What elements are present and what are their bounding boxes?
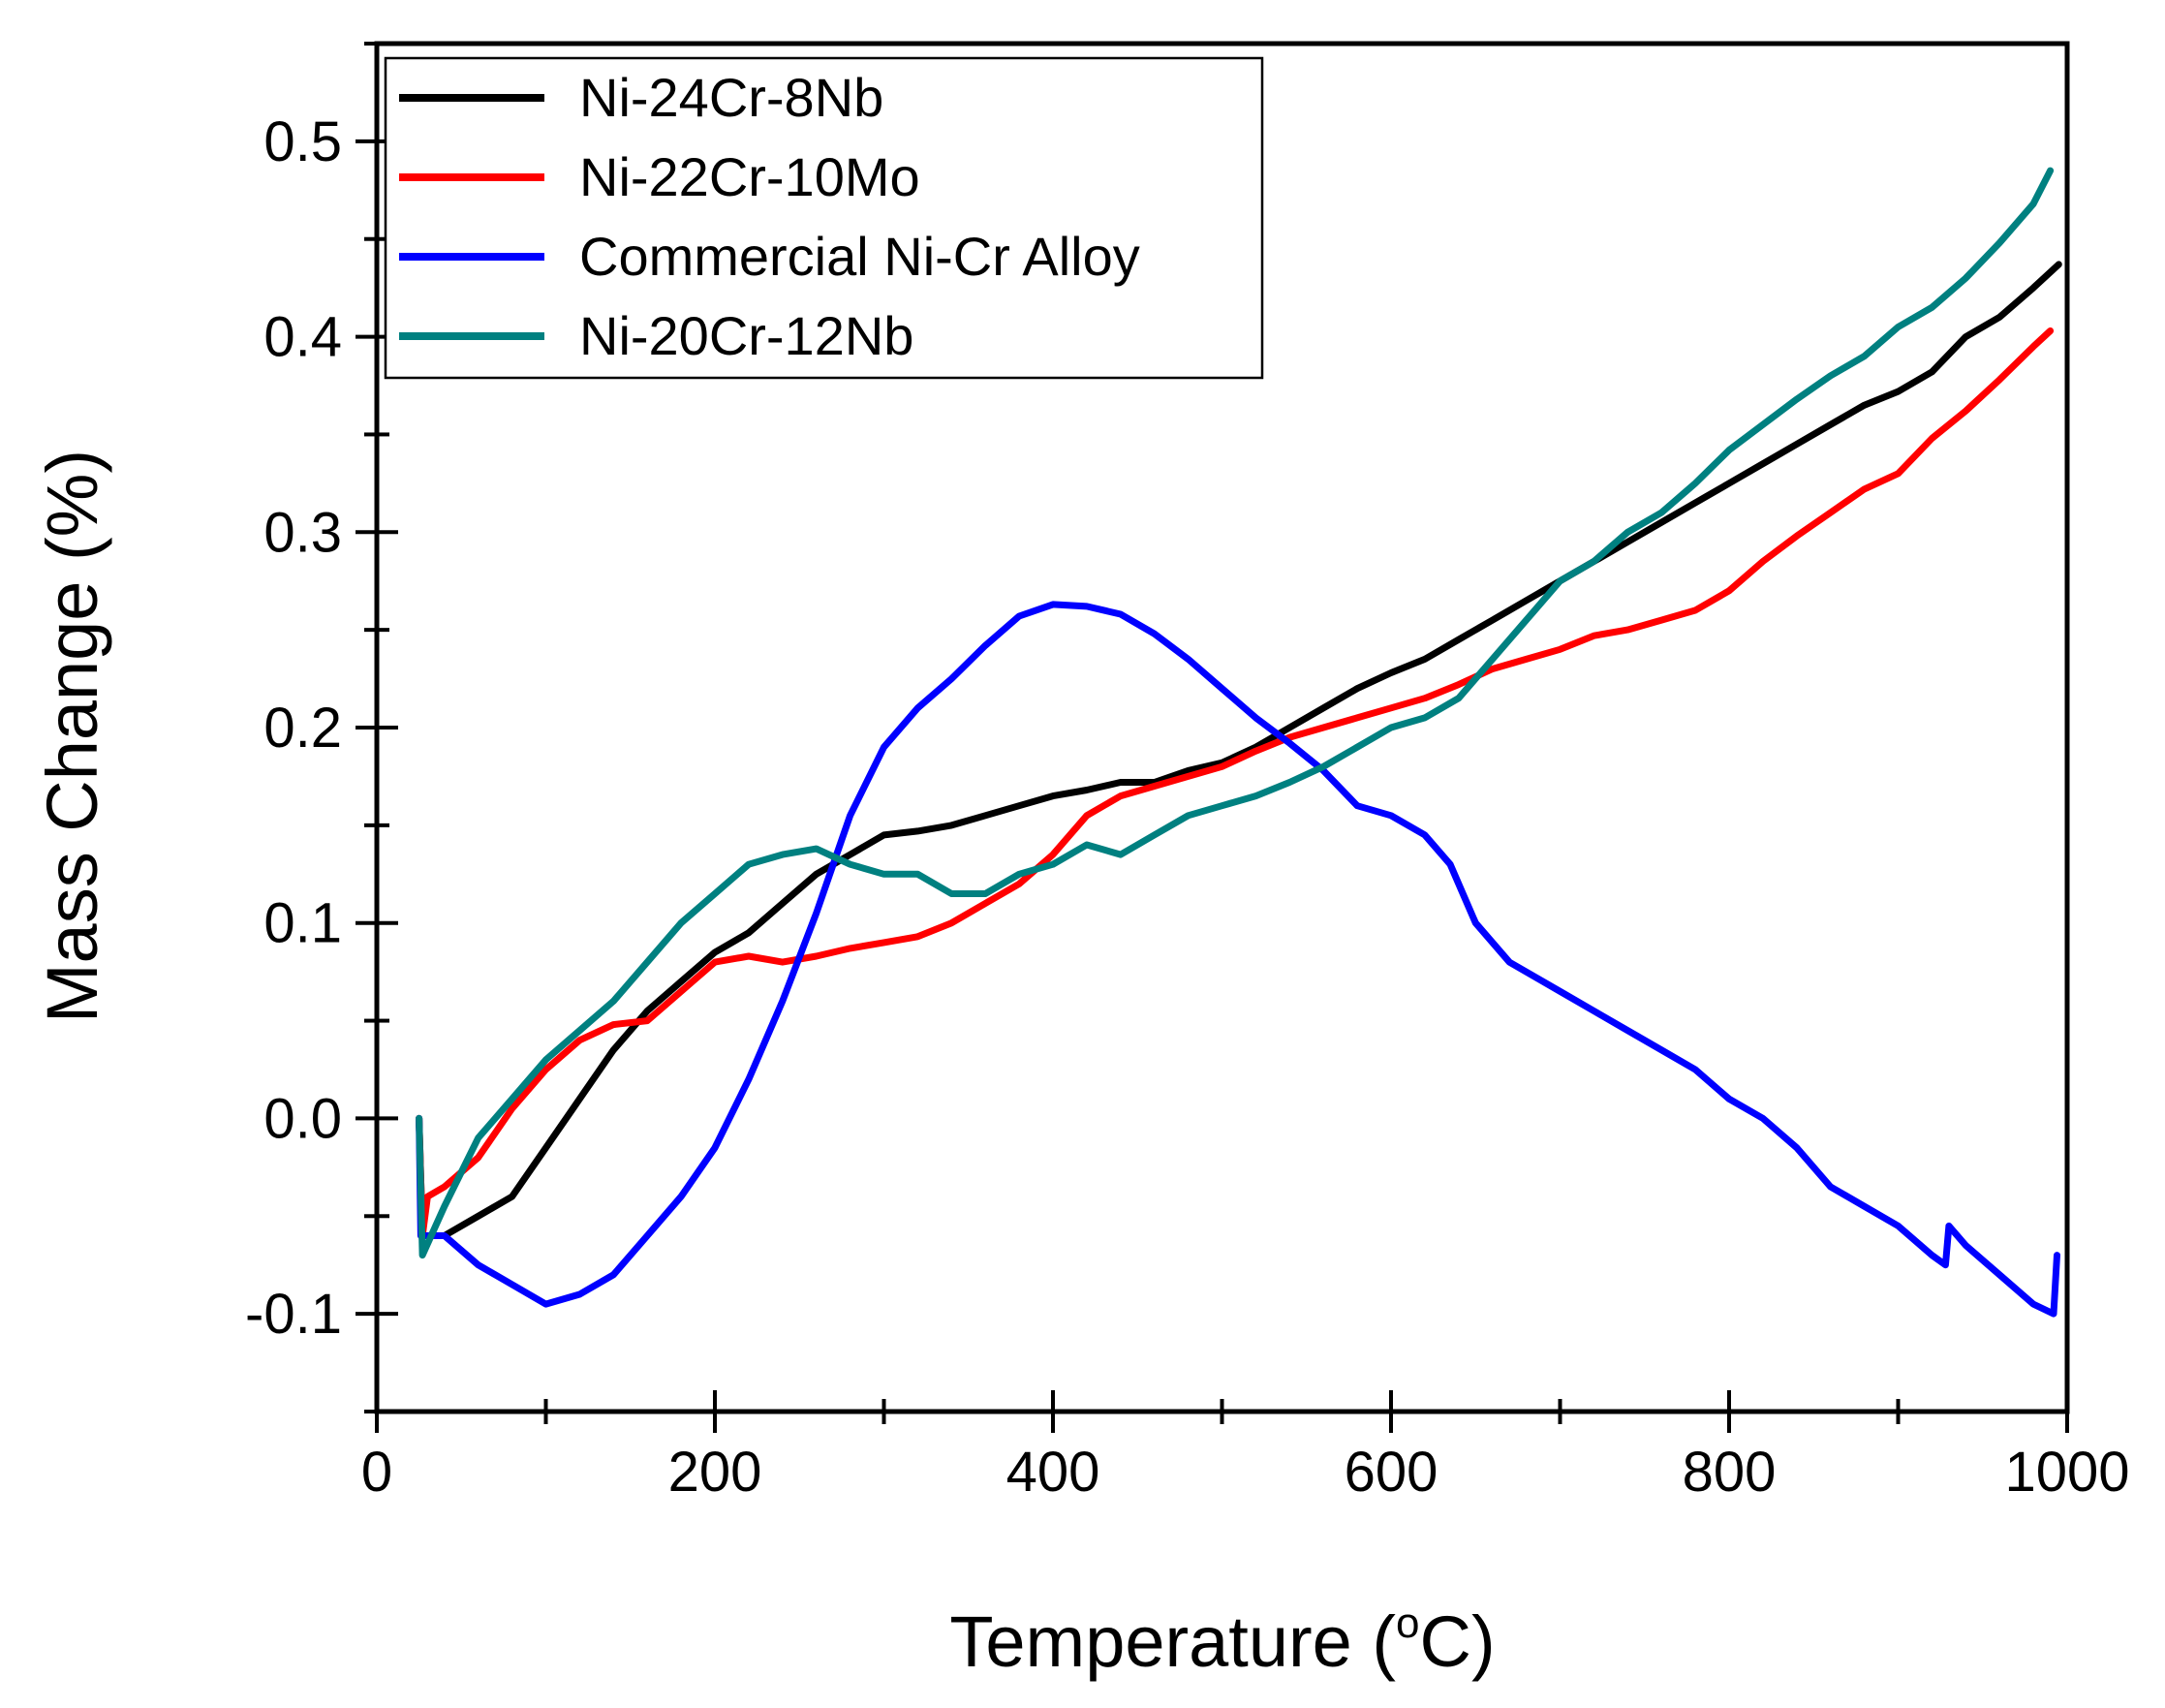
y-axis-tick-labels: -0.1 0.0 0.1 0.2 0.3 0.4 0.5	[245, 110, 342, 1346]
legend-box	[384, 56, 1264, 380]
x-axis-title-end: C)	[1420, 1601, 1496, 1682]
legend-label-3: Commercial Ni-Cr Alloy	[579, 226, 1140, 287]
legend-label-4: Ni-20Cr-12Nb	[579, 305, 913, 366]
y-tick-label: 0.2	[263, 697, 342, 760]
x-axis-title: Temperature (oC)	[949, 1599, 1495, 1682]
series-line-2	[416, 327, 2055, 1239]
x-tick-label: 1000	[2004, 1441, 2129, 1504]
y-tick-label: 0.5	[263, 110, 342, 173]
x-axis-title-main: Temperature (	[949, 1601, 1396, 1682]
x-tick-label: 800	[1683, 1441, 1777, 1504]
y-tick-label: 0.1	[263, 892, 342, 955]
y-tick-label: 0.3	[263, 501, 342, 564]
series-line-3	[416, 601, 2060, 1318]
series-lines	[416, 167, 2062, 1318]
x-axis-title-degree: o	[1396, 1599, 1419, 1647]
y-tick-label: 0.4	[263, 306, 342, 369]
x-axis-ticks	[375, 1390, 2069, 1433]
x-tick-label: 400	[1006, 1441, 1100, 1504]
legend-label-1: Ni-24Cr-8Nb	[579, 67, 883, 128]
legend: Ni-24Cr-8Nb Ni-22Cr-10Mo Commercial Ni-Cr …	[384, 56, 1264, 380]
y-axis-ticks	[356, 42, 398, 1413]
x-tick-label: 0	[361, 1441, 392, 1504]
y-tick-label: -0.1	[245, 1283, 342, 1346]
legend-label-2: Ni-22Cr-10Mo	[579, 146, 920, 207]
y-axis-title: Mass Change (%)	[32, 450, 112, 1023]
series-line-4	[416, 167, 2055, 1259]
y-tick-label: 0.0	[263, 1087, 342, 1150]
x-tick-label: 200	[668, 1441, 762, 1504]
series-line-1	[416, 261, 2062, 1239]
x-axis-tick-labels: 0 200 400 600 800 1000	[361, 1441, 2130, 1504]
x-tick-label: 600	[1345, 1441, 1438, 1504]
